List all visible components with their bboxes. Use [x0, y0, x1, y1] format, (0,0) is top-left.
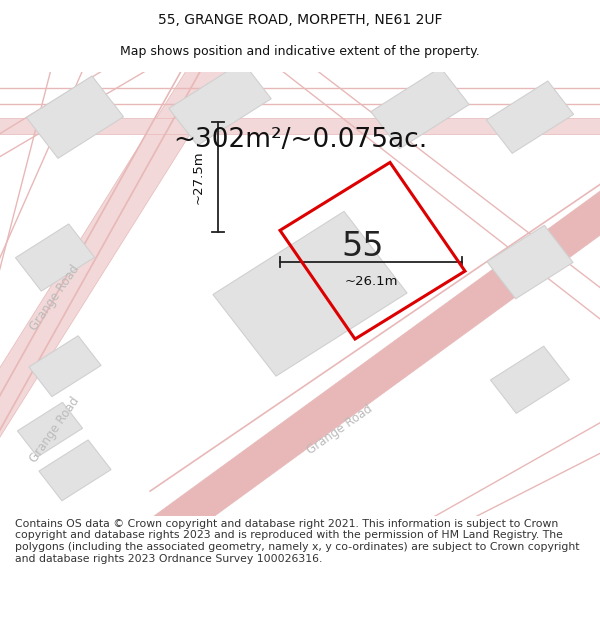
- Polygon shape: [0, 118, 600, 134]
- Polygon shape: [0, 27, 247, 442]
- Polygon shape: [487, 81, 574, 153]
- Text: ~27.5m: ~27.5m: [191, 150, 205, 204]
- Text: 55: 55: [341, 230, 384, 262]
- Polygon shape: [39, 440, 111, 501]
- Polygon shape: [29, 336, 101, 397]
- Polygon shape: [148, 185, 600, 547]
- Polygon shape: [16, 224, 95, 291]
- Text: Grange Road: Grange Road: [28, 394, 82, 465]
- Polygon shape: [169, 62, 271, 146]
- Text: ~26.1m: ~26.1m: [344, 276, 398, 289]
- Text: ~302m²/~0.075ac.: ~302m²/~0.075ac.: [173, 127, 427, 152]
- Polygon shape: [17, 402, 83, 457]
- Polygon shape: [487, 226, 573, 299]
- Text: 55, GRANGE ROAD, MORPETH, NE61 2UF: 55, GRANGE ROAD, MORPETH, NE61 2UF: [158, 13, 442, 27]
- Polygon shape: [213, 211, 407, 376]
- Text: Contains OS data © Crown copyright and database right 2021. This information is : Contains OS data © Crown copyright and d…: [15, 519, 580, 564]
- Polygon shape: [490, 346, 569, 413]
- Polygon shape: [371, 68, 469, 149]
- Text: Grange Road: Grange Road: [28, 263, 82, 334]
- Polygon shape: [26, 76, 124, 158]
- Text: Map shows position and indicative extent of the property.: Map shows position and indicative extent…: [120, 45, 480, 58]
- Text: Grange Road: Grange Road: [305, 402, 375, 457]
